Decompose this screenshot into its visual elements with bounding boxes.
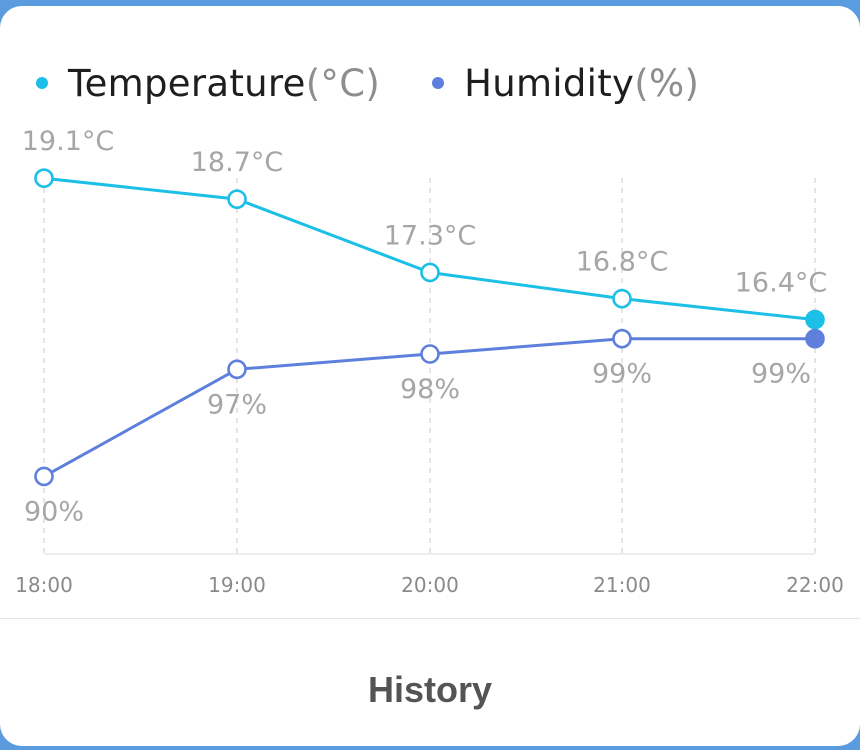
- chart-card: Temperature(°C) Humidity(%) 18:00 19:00 20…: [0, 6, 860, 746]
- humidity-point-3: [612, 328, 632, 349]
- temperature-data-label-3: 16.8°C: [576, 247, 668, 278]
- legend-item-humidity: Humidity(%): [432, 62, 699, 105]
- temperature-point-0: [34, 168, 54, 188]
- temperature-point-1: [227, 189, 247, 209]
- divider: [0, 618, 860, 619]
- x-tick-label-0: 18:00: [15, 573, 73, 597]
- humidity-point-1: [227, 359, 247, 380]
- temperature-data-label-2: 17.3°C: [384, 220, 476, 251]
- humidity-data-label-2: 98%: [400, 374, 460, 405]
- temperature-data-label-1: 18.7°C: [191, 147, 283, 178]
- legend-item-temperature: Temperature(°C): [36, 62, 380, 105]
- legend-name-humidity: Humidity: [464, 61, 635, 105]
- x-tick-label-4: 22:00: [786, 573, 844, 597]
- humidity-data-label-4: 99%: [751, 359, 811, 390]
- legend-unit-humidity: (%): [634, 61, 700, 105]
- history-button[interactable]: History: [367, 669, 493, 710]
- humidity-data-label-0: 90%: [24, 496, 84, 527]
- x-tick-label-1: 19:00: [208, 573, 266, 597]
- humidity-data-label-1: 97%: [207, 389, 267, 420]
- temperature-point-3: [612, 288, 632, 309]
- legend-name-temperature: Temperature: [68, 61, 306, 105]
- legend-label-temperature: Temperature(°C): [68, 62, 380, 105]
- x-tick-label-3: 21:00: [593, 573, 651, 597]
- x-tick-label-2: 20:00: [401, 573, 459, 597]
- legend-dot-humidity: [432, 77, 445, 89]
- temperature-point-4: [805, 309, 825, 330]
- line-chart: 18:00 19:00 20:00 21:00 22:00 19.1°C 18.7°C 17.…: [15, 126, 844, 597]
- temperature-point-2: [420, 262, 440, 283]
- humidity-point-2: [420, 344, 440, 364]
- humidity-point-4: [805, 328, 825, 349]
- chart-legend: Temperature(°C) Humidity(%): [0, 56, 860, 110]
- humidity-data-label-3: 99%: [592, 359, 652, 390]
- temperature-data-label-0: 19.1°C: [22, 126, 114, 157]
- legend-unit-temperature: (°C): [305, 61, 381, 105]
- legend-dot-temperature: [36, 77, 48, 89]
- temperature-data-label-4: 16.4°C: [735, 268, 827, 299]
- legend-label-humidity: Humidity(%): [464, 62, 699, 105]
- humidity-point-0: [34, 466, 54, 487]
